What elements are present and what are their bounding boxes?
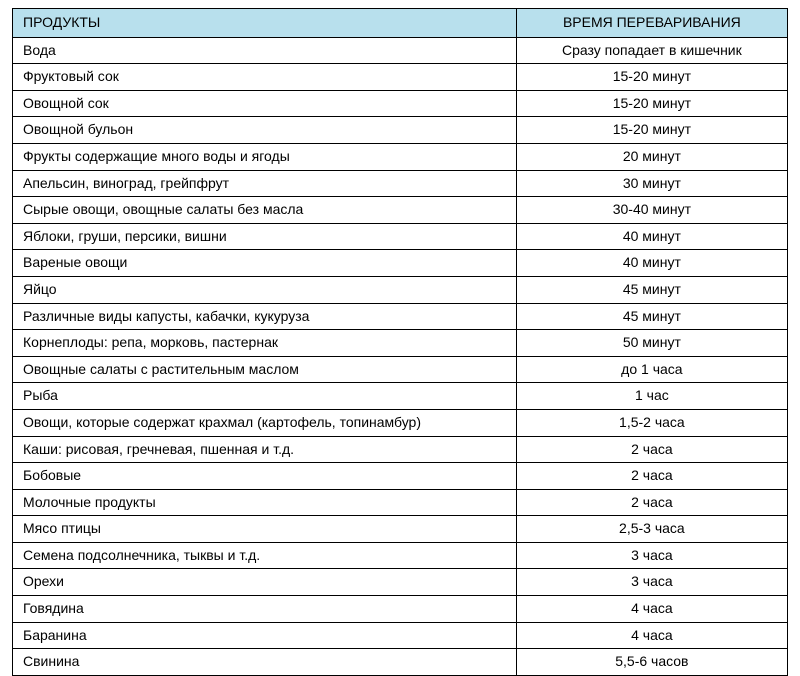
table-row: Фрукты содержащие много воды и ягоды20 м… [13,143,788,170]
table-row: Овощной бульон15-20 минут [13,117,788,144]
cell-product: Говядина [13,596,517,623]
table-row: Молочные продукты2 часа [13,489,788,516]
table-row: Овощи, которые содержат крахмал (картофе… [13,409,788,436]
header-product: ПРОДУКТЫ [13,9,517,38]
cell-product: Апельсин, виноград, грейпфрут [13,170,517,197]
table-row: Мясо птицы2,5-3 часа [13,516,788,543]
cell-product: Орехи [13,569,517,596]
table-row: Сырые овощи, овощные салаты без масла30-… [13,197,788,224]
table-row: Говядина4 часа [13,596,788,623]
cell-time: 40 минут [516,250,787,277]
table-row: Баранина4 часа [13,622,788,649]
cell-time: 45 минут [516,276,787,303]
table-row: Различные виды капусты, кабачки, кукуруз… [13,303,788,330]
table-row: Рыба1 час [13,383,788,410]
table-row: ВодаСразу попадает в кишечник [13,37,788,64]
cell-time: 30 минут [516,170,787,197]
table-row: Вареные овощи40 минут [13,250,788,277]
cell-time: 4 часа [516,596,787,623]
cell-time: 3 часа [516,569,787,596]
cell-time: 1 час [516,383,787,410]
cell-product: Яблоки, груши, персики, вишни [13,223,517,250]
cell-time: 15-20 минут [516,64,787,91]
table-row: Яйцо45 минут [13,276,788,303]
cell-product: Свинина [13,649,517,676]
table-row: Апельсин, виноград, грейпфрут30 минут [13,170,788,197]
table-row: Овощные салаты с растительным масломдо 1… [13,356,788,383]
cell-time: 20 минут [516,143,787,170]
cell-product: Каши: рисовая, гречневая, пшенная и т.д. [13,436,517,463]
cell-product: Мясо птицы [13,516,517,543]
cell-time: 15-20 минут [516,117,787,144]
cell-time: 50 минут [516,330,787,357]
cell-product: Бобовые [13,463,517,490]
cell-time: 40 минут [516,223,787,250]
table-row: Фруктовый сок15-20 минут [13,64,788,91]
cell-time: до 1 часа [516,356,787,383]
cell-product: Рыба [13,383,517,410]
cell-product: Овощной сок [13,90,517,117]
table-row: Орехи3 часа [13,569,788,596]
cell-product: Баранина [13,622,517,649]
cell-product: Вода [13,37,517,64]
cell-product: Овощные салаты с растительным маслом [13,356,517,383]
cell-time: 30-40 минут [516,197,787,224]
cell-product: Семена подсолнечника, тыквы и т.д. [13,542,517,569]
cell-time: 4 часа [516,622,787,649]
table-body: ВодаСразу попадает в кишечникФруктовый с… [13,37,788,675]
cell-product: Корнеплоды: репа, морковь, пастернак [13,330,517,357]
cell-time: 2 часа [516,436,787,463]
table-row: Каши: рисовая, гречневая, пшенная и т.д.… [13,436,788,463]
digestion-time-table: ПРОДУКТЫ ВРЕМЯ ПЕРЕВАРИВАНИЯ ВодаСразу п… [12,8,788,676]
cell-product: Различные виды капусты, кабачки, кукуруз… [13,303,517,330]
table-row: Корнеплоды: репа, морковь, пастернак50 м… [13,330,788,357]
cell-product: Вареные овощи [13,250,517,277]
cell-time: 1,5-2 часа [516,409,787,436]
cell-time: 2,5-3 часа [516,516,787,543]
table-row: Свинина5,5-6 часов [13,649,788,676]
cell-product: Овощной бульон [13,117,517,144]
cell-time: 45 минут [516,303,787,330]
table-row: Бобовые2 часа [13,463,788,490]
cell-product: Молочные продукты [13,489,517,516]
table-header-row: ПРОДУКТЫ ВРЕМЯ ПЕРЕВАРИВАНИЯ [13,9,788,38]
cell-time: 3 часа [516,542,787,569]
cell-time: Сразу попадает в кишечник [516,37,787,64]
cell-product: Овощи, которые содержат крахмал (картофе… [13,409,517,436]
cell-time: 5,5-6 часов [516,649,787,676]
cell-product: Фруктовый сок [13,64,517,91]
cell-time: 2 часа [516,489,787,516]
cell-product: Сырые овощи, овощные салаты без масла [13,197,517,224]
cell-product: Фрукты содержащие много воды и ягоды [13,143,517,170]
table-row: Овощной сок15-20 минут [13,90,788,117]
header-time: ВРЕМЯ ПЕРЕВАРИВАНИЯ [516,9,787,38]
cell-time: 2 часа [516,463,787,490]
cell-time: 15-20 минут [516,90,787,117]
table-row: Семена подсолнечника, тыквы и т.д.3 часа [13,542,788,569]
cell-product: Яйцо [13,276,517,303]
table-row: Яблоки, груши, персики, вишни40 минут [13,223,788,250]
